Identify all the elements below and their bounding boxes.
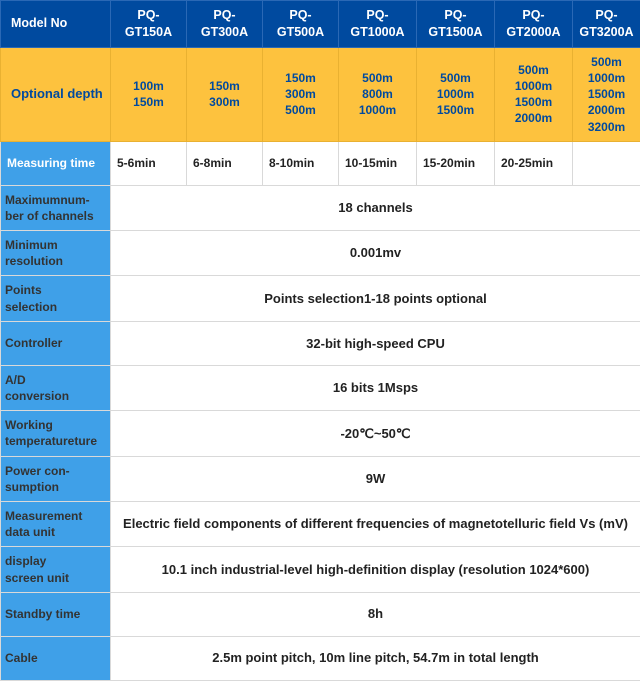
spec-row: Controller 32-bit high-speed CPU — [1, 321, 640, 365]
model-col: PQ-GT2000A — [495, 1, 573, 48]
spec-row: Pointsselection Points selection1-18 poi… — [1, 276, 640, 321]
spec-value: Electric field components of different f… — [111, 501, 640, 546]
spec-row: Power con-sumption 9W — [1, 456, 640, 501]
spec-row: Measurementdata unit Electric field comp… — [1, 501, 640, 546]
measuring-label: Measuring time — [1, 141, 111, 185]
model-col: PQ-GT500A — [263, 1, 339, 48]
depth-cell: 500m1000m1500m — [417, 47, 495, 141]
depth-cell: 500m800m1000m — [339, 47, 417, 141]
spec-value: 10.1 inch industrial-level high-definiti… — [111, 547, 640, 592]
spec-label: Controller — [1, 321, 111, 365]
spec-label: Pointsselection — [1, 276, 111, 321]
spec-label: Maximumnum-ber of channels — [1, 185, 111, 230]
model-col: PQ-GT3200A — [573, 1, 640, 48]
header-label: Model No — [1, 1, 111, 48]
measuring-cell: 6-8min — [187, 141, 263, 185]
spec-label: displayscreen unit — [1, 547, 111, 592]
model-col: PQ-GT300A — [187, 1, 263, 48]
spec-row: Minimumresolution 0.001mv — [1, 231, 640, 276]
spec-label: Power con-sumption — [1, 456, 111, 501]
spec-value: 16 bits 1Msps — [111, 365, 640, 410]
spec-value: 2.5m point pitch, 10m line pitch, 54.7m … — [111, 636, 640, 680]
depth-label: Optional depth — [1, 47, 111, 141]
measuring-cell: 5-6min — [111, 141, 187, 185]
measuring-cell: 10-15min — [339, 141, 417, 185]
spec-value: 0.001mv — [111, 231, 640, 276]
spec-row: A/Dconversion 16 bits 1Msps — [1, 365, 640, 410]
spec-row: displayscreen unit 10.1 inch industrial-… — [1, 547, 640, 592]
spec-value: 18 channels — [111, 185, 640, 230]
depth-cell: 500m1000m1500m2000m3200m — [573, 47, 640, 141]
depth-cell: 100m150m — [111, 47, 187, 141]
spec-label: Standby time — [1, 592, 111, 636]
spec-table: Model No PQ-GT150A PQ-GT300A PQ-GT500A P… — [0, 0, 640, 681]
spec-row: Workingtemperatureture -20℃~50℃ — [1, 411, 640, 456]
spec-value: -20℃~50℃ — [111, 411, 640, 456]
model-col: PQ-GT1000A — [339, 1, 417, 48]
spec-value: 9W — [111, 456, 640, 501]
spec-row: Cable 2.5m point pitch, 10m line pitch, … — [1, 636, 640, 680]
model-col: PQ-GT1500A — [417, 1, 495, 48]
spec-row: Maximumnum-ber of channels 18 channels — [1, 185, 640, 230]
spec-label: A/Dconversion — [1, 365, 111, 410]
spec-label: Measurementdata unit — [1, 501, 111, 546]
header-row: Model No PQ-GT150A PQ-GT300A PQ-GT500A P… — [1, 1, 640, 48]
measuring-row: Measuring time 5-6min 6-8min 8-10min 10-… — [1, 141, 640, 185]
spec-label: Workingtemperatureture — [1, 411, 111, 456]
measuring-cell: 15-20min — [417, 141, 495, 185]
spec-row: Standby time 8h — [1, 592, 640, 636]
depth-cell: 500m1000m1500m2000m — [495, 47, 573, 141]
depth-cell: 150m300m — [187, 47, 263, 141]
spec-label: Minimumresolution — [1, 231, 111, 276]
spec-value: 32-bit high-speed CPU — [111, 321, 640, 365]
depth-row: Optional depth 100m150m 150m300m 150m300… — [1, 47, 640, 141]
spec-value: 8h — [111, 592, 640, 636]
depth-cell: 150m300m500m — [263, 47, 339, 141]
spec-label: Cable — [1, 636, 111, 680]
measuring-cell: 8-10min — [263, 141, 339, 185]
model-col: PQ-GT150A — [111, 1, 187, 48]
measuring-cell: 20-25min — [495, 141, 573, 185]
spec-value: Points selection1-18 points optional — [111, 276, 640, 321]
measuring-cell — [573, 141, 640, 185]
